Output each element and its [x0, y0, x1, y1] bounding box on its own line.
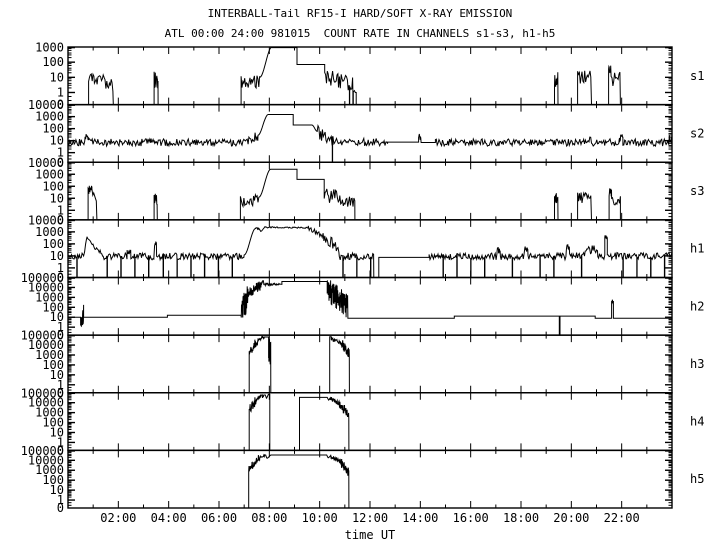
y-tick-label: 1000 — [35, 348, 64, 362]
panel-frame-h4 — [67, 392, 673, 452]
panel-frame-s3 — [67, 161, 673, 221]
y-tick-label: 0 — [57, 501, 64, 515]
panel-label-s1: s1 — [690, 69, 704, 83]
y-tick-label: 100000 — [21, 329, 64, 343]
trace-h5 — [68, 453, 672, 509]
chart-subtitle: ATL 00:00 24:00 981015 COUNT RATE IN CHA… — [164, 27, 556, 40]
y-tick-label: 10000 — [28, 453, 64, 467]
panel-frame-s2 — [67, 103, 673, 163]
x-axis-label: time UT — [344, 528, 396, 542]
x-tick-label: 06:00 — [201, 511, 237, 525]
y-tick-label: 10 — [50, 134, 64, 148]
chart-title: INTERBALL-Tail RF15-I HARD/SOFT X-RAY EM… — [207, 7, 513, 20]
y-tick-label: 1000 — [35, 290, 64, 304]
x-tick-label: 08:00 — [251, 511, 287, 525]
y-tick-label: 1 — [57, 378, 64, 392]
panel-label-h3: h3 — [690, 357, 704, 371]
y-tick-label: 1000 — [35, 110, 64, 124]
y-tick-label: 100 — [42, 179, 64, 193]
y-tick-label: 1 — [57, 261, 64, 275]
panel-label-h5: h5 — [690, 472, 704, 486]
y-tick-label: 10 — [50, 70, 64, 84]
trace-h2 — [68, 280, 672, 336]
y-tick-label: 0 — [57, 98, 64, 112]
panel-label-h4: h4 — [690, 415, 704, 429]
y-tick-label: 1000 — [35, 167, 64, 181]
y-tick-label: 1000 — [35, 463, 64, 477]
panel-frame-h5 — [67, 449, 673, 509]
y-tick-label: 0 — [57, 213, 64, 227]
x-tick-label: 04:00 — [151, 511, 187, 525]
y-tick-label: 10 — [50, 425, 64, 439]
y-tick-label: 100 — [42, 55, 64, 69]
y-tick-label: 1000 — [35, 41, 64, 55]
y-tick-label: 100000 — [21, 386, 64, 400]
y-tick-label: 1 — [57, 85, 64, 99]
y-tick-label: 100 — [42, 122, 64, 136]
y-tick-label: 0 — [57, 328, 64, 342]
y-tick-label: 1000 — [35, 406, 64, 420]
y-tick-label: 10000 — [28, 280, 64, 294]
y-tick-label: 1 — [57, 203, 64, 217]
trace-s2 — [67, 114, 673, 163]
y-tick-label: 10 — [50, 483, 64, 497]
trace-h4 — [68, 393, 672, 451]
y-tick-label: 1 — [57, 493, 64, 507]
trace-s3 — [68, 168, 672, 221]
x-tick-label: 10:00 — [302, 511, 338, 525]
x-tick-label: 18:00 — [503, 511, 539, 525]
y-tick-label: 100 — [42, 416, 64, 430]
y-tick-label: 10 — [50, 368, 64, 382]
x-tick-label: 02:00 — [100, 511, 136, 525]
x-tick-label: 20:00 — [553, 511, 589, 525]
y-tick-label: 0 — [57, 386, 64, 400]
y-tick-label: 100 — [42, 300, 64, 314]
panel-frame-h2 — [67, 276, 673, 336]
y-tick-label: 1 — [57, 435, 64, 449]
panel-frame-h3 — [67, 334, 673, 394]
y-tick-label: 10 — [50, 191, 64, 205]
y-tick-label: 100000 — [21, 271, 64, 285]
y-tick-label: 1000 — [35, 225, 64, 239]
y-tick-label: 0 — [57, 443, 64, 457]
y-tick-label: 10000 — [28, 213, 64, 227]
panel-label-h1: h1 — [690, 242, 704, 256]
y-tick-label: 10 — [50, 310, 64, 324]
y-tick-label: 100 — [42, 237, 64, 251]
trace-s1 — [68, 47, 672, 106]
x-tick-label: 14:00 — [402, 511, 438, 525]
y-tick-label: 0 — [57, 155, 64, 169]
y-tick-label: 10000 — [28, 98, 64, 112]
x-tick-label: 22:00 — [604, 511, 640, 525]
y-tick-label: 10000 — [28, 338, 64, 352]
y-tick-label: 1 — [57, 146, 64, 160]
y-tick-label: 10 — [50, 249, 64, 263]
y-tick-label: 100000 — [21, 444, 64, 458]
x-tick-label: 12:00 — [352, 511, 388, 525]
y-tick-label: 1 — [57, 320, 64, 334]
y-tick-label: 10000 — [28, 396, 64, 410]
trace-h3 — [68, 335, 672, 394]
y-tick-label: 10000 — [28, 156, 64, 170]
panel-label-s3: s3 — [690, 184, 704, 198]
x-tick-label: 16:00 — [453, 511, 489, 525]
trace-h1 — [67, 225, 673, 278]
panel-label-h2: h2 — [690, 299, 704, 313]
y-tick-label: 100 — [42, 473, 64, 487]
y-tick-label: 100 — [42, 358, 64, 372]
y-tick-label: 0 — [57, 271, 64, 285]
panel-label-s2: s2 — [690, 126, 704, 140]
